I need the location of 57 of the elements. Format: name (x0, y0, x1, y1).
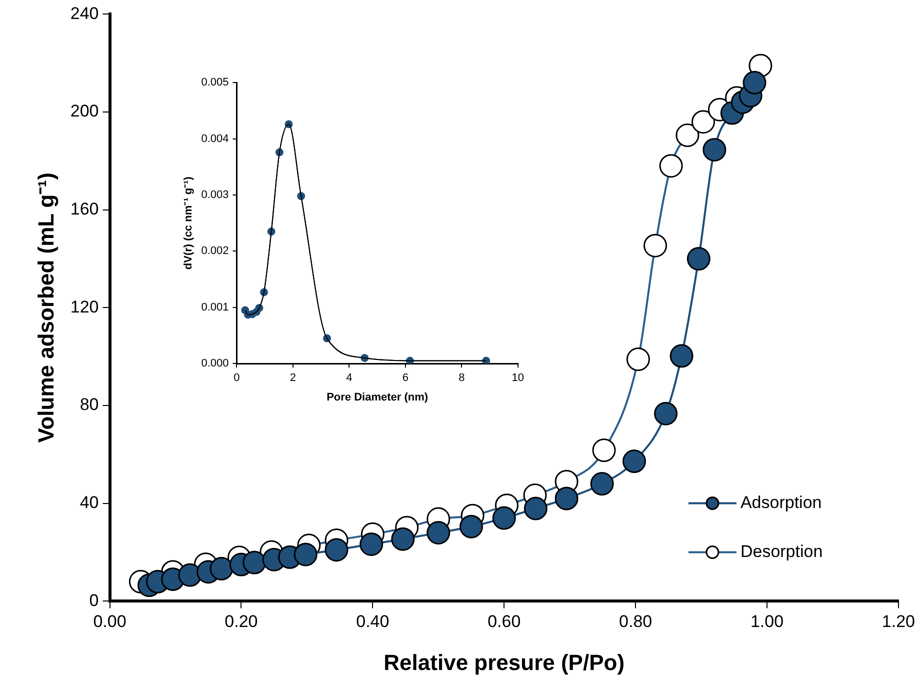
point (360, 532, 384, 556)
point (622, 450, 646, 474)
point (670, 344, 694, 368)
y-tick-label: 0.003 (201, 189, 229, 202)
x-tick-label: 1.00 (750, 612, 784, 632)
point (482, 356, 490, 364)
point (554, 486, 578, 510)
x-tick-label: 0.00 (93, 612, 126, 632)
point (460, 514, 483, 538)
y-tick-label: 40 (80, 493, 99, 512)
y-tick-label: 0.005 (201, 76, 229, 89)
point (590, 472, 614, 496)
y-tick-label: 120 (70, 297, 99, 316)
x-tick-label: 8 (458, 372, 465, 384)
x-tick-label: 2 (290, 372, 296, 384)
legend-label: Adsorption (740, 492, 822, 512)
y-tick-label: 0.000 (201, 358, 229, 370)
point (242, 550, 266, 574)
point (686, 247, 710, 271)
point (324, 538, 348, 562)
point (294, 542, 318, 566)
x-axis-title: Pore Diameter (nm) (326, 391, 428, 404)
x-tick-label: 4 (346, 372, 352, 384)
point (524, 496, 548, 520)
point (210, 556, 234, 580)
x-tick-label: 0.40 (356, 612, 390, 632)
y-tick-label: 240 (70, 4, 99, 23)
legend-label: Desorption (740, 542, 823, 561)
y-tick-label: 0.002 (201, 245, 229, 258)
point (492, 506, 516, 530)
y-tick-label: 160 (70, 200, 99, 219)
point (659, 154, 683, 178)
point (702, 138, 726, 162)
x-tick-label: 0.20 (224, 612, 258, 632)
point (654, 402, 678, 426)
x-tick-label: 6 (402, 372, 408, 384)
x-axis-title: Relative presure (P/Po) (384, 650, 625, 675)
y-tick-label: 0.004 (201, 132, 229, 145)
y-tick-label: 0 (89, 590, 99, 610)
y-axis-title: Volume adsorbed (mL g⁻¹) (33, 172, 58, 443)
x-tick-label: 10 (512, 372, 524, 384)
y-tick-label: 200 (70, 102, 99, 121)
y-tick-label: 80 (80, 395, 99, 414)
point (426, 520, 450, 544)
point (692, 110, 716, 134)
point (391, 527, 415, 551)
point (742, 70, 766, 94)
point (676, 124, 700, 148)
x-tick-label: 1.20 (882, 612, 916, 632)
point (592, 438, 616, 462)
y-axis-title: dV(r) (cc nm⁻¹ g⁻¹) (182, 176, 195, 270)
x-tick-label: 0.60 (488, 612, 521, 632)
x-tick-label: 0.80 (619, 612, 652, 632)
y-tick-label: 0.001 (201, 301, 229, 314)
x-tick-label: 0 (234, 372, 240, 384)
point (644, 234, 668, 258)
point (626, 348, 650, 372)
